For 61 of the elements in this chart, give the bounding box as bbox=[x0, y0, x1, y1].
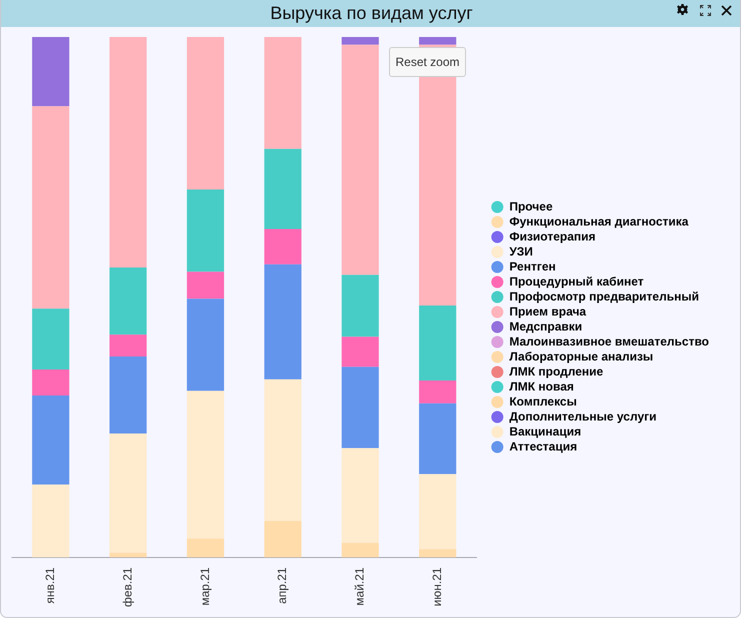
bar bbox=[32, 370, 70, 396]
x-tick-label: янв.21 bbox=[43, 567, 58, 604]
legend-label: Лабораторные анализы bbox=[509, 349, 654, 364]
legend-label: Малоинвазивное вмешательство bbox=[509, 334, 710, 348]
bar bbox=[186, 272, 224, 299]
bar bbox=[342, 336, 379, 367]
bar bbox=[264, 148, 302, 230]
bar bbox=[110, 434, 147, 553]
bar bbox=[342, 366, 379, 448]
legend-label: Прием врача bbox=[509, 304, 586, 318]
bar bbox=[32, 396, 70, 485]
legend-label: ЛМК продление bbox=[509, 364, 604, 378]
legend-label: Вакцинация bbox=[509, 424, 582, 438]
bar bbox=[110, 552, 147, 558]
bar bbox=[264, 37, 302, 149]
bar bbox=[264, 520, 302, 558]
legend-label: Физиотерапия bbox=[509, 229, 596, 244]
bar bbox=[32, 37, 70, 106]
bar bbox=[32, 308, 70, 370]
bar bbox=[186, 538, 224, 558]
bar bbox=[342, 44, 379, 275]
x-tick-label: июн.21 bbox=[430, 567, 444, 606]
legend-label: Комплексы bbox=[509, 394, 577, 408]
bar bbox=[419, 403, 456, 474]
x-tick-label: май.21 bbox=[352, 567, 367, 606]
legend-label: Функциональная диагностика bbox=[509, 214, 689, 228]
bar bbox=[110, 334, 147, 357]
legend-label: Рентген bbox=[509, 259, 556, 274]
bar bbox=[419, 549, 456, 558]
legend-label: УЗИ bbox=[509, 244, 533, 258]
bar bbox=[419, 37, 456, 45]
bar bbox=[419, 474, 456, 550]
legend-label: Прочее bbox=[509, 199, 553, 214]
legend-label: Процедурный кабинет bbox=[509, 274, 644, 288]
bar bbox=[186, 37, 224, 190]
legend-label: Медсправки bbox=[509, 319, 582, 334]
bar bbox=[32, 484, 70, 558]
legend-label: Аттестация bbox=[509, 439, 578, 454]
bar bbox=[264, 379, 302, 521]
x-tick-label: мар.21 bbox=[198, 567, 212, 606]
bar bbox=[32, 106, 70, 309]
legend-label: Профосмотр предварительный bbox=[509, 289, 699, 304]
x-tick-label: апр.21 bbox=[275, 567, 290, 604]
bar bbox=[264, 264, 302, 380]
bar bbox=[110, 356, 147, 434]
bar bbox=[186, 189, 224, 272]
legend-label: Дополнительные услуги bbox=[509, 409, 656, 424]
chart-title: Выручка по видам услуг bbox=[1, 2, 741, 24]
legend-label: ЛМК новая bbox=[509, 379, 574, 394]
bar bbox=[110, 268, 147, 335]
x-tick-label: фев.21 bbox=[120, 567, 134, 608]
bar bbox=[342, 542, 379, 558]
bar bbox=[186, 298, 224, 391]
bar bbox=[419, 306, 456, 380]
bar bbox=[342, 448, 379, 543]
bar bbox=[110, 37, 147, 268]
bar bbox=[342, 37, 379, 45]
bar bbox=[186, 390, 224, 539]
bar bbox=[419, 380, 456, 404]
bar bbox=[264, 229, 302, 264]
bar bbox=[342, 274, 379, 337]
